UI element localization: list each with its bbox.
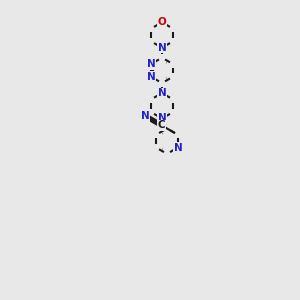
Text: N: N bbox=[174, 142, 182, 152]
Text: N: N bbox=[158, 88, 166, 98]
Text: N: N bbox=[158, 113, 166, 124]
Text: O: O bbox=[158, 17, 166, 27]
Text: N: N bbox=[158, 43, 166, 53]
Text: N: N bbox=[141, 111, 150, 121]
Text: N: N bbox=[147, 59, 155, 69]
Text: C: C bbox=[158, 121, 166, 130]
Text: N: N bbox=[147, 72, 155, 82]
